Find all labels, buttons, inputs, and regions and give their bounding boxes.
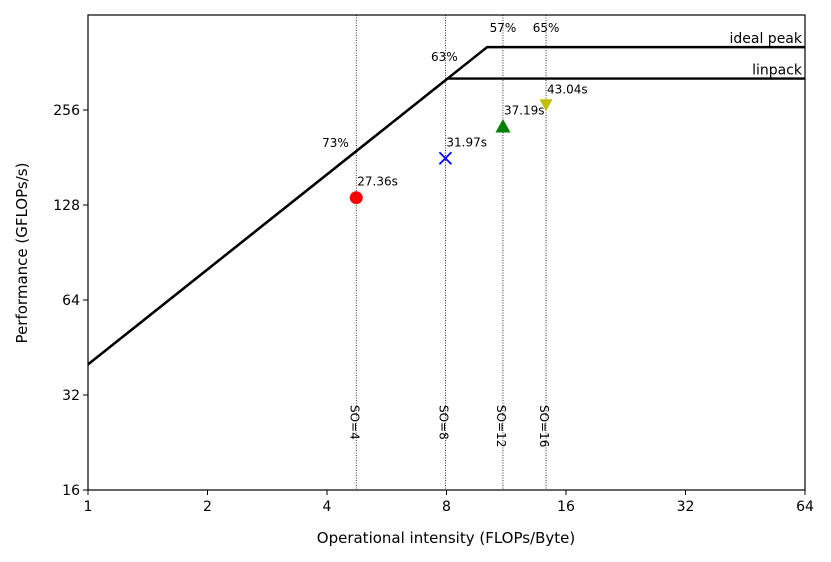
data-point-2 [438, 151, 453, 165]
x-tick-label-3: 4 [323, 499, 332, 515]
roofline-1 [88, 45, 805, 366]
so-label-2: SO=8 [437, 405, 451, 440]
data-point-label-4: 43.04s [547, 82, 588, 96]
so-label-3: SO=12 [494, 405, 508, 447]
percent-annotation-4: 65% [533, 21, 560, 35]
data-point-3 [495, 118, 511, 133]
roofline-label-2: linpack [752, 63, 803, 79]
percent-annotation-1: 73% [322, 136, 349, 150]
roofline-label-1: ideal peak [730, 31, 803, 47]
y-tick-label-2: 32 [62, 388, 80, 404]
roofline-2 [88, 77, 805, 366]
y-tick-label-1: 16 [62, 483, 80, 499]
percent-annotation-2: 63% [431, 50, 458, 64]
y-tick-label-3: 64 [62, 293, 80, 309]
y-tick-label-5: 256 [53, 103, 80, 119]
y-axis-label: Performance (GFLOPs/s) [13, 163, 31, 344]
y-tick-label-4: 128 [53, 198, 80, 214]
data-point-1 [349, 191, 363, 205]
x-tick-label-6: 32 [677, 499, 695, 515]
data-point-4 [539, 99, 553, 112]
x-tick-label-5: 16 [557, 499, 575, 515]
data-point-label-2: 31.97s [446, 135, 487, 149]
data-point-label-3: 37.19s [504, 103, 545, 117]
data-point-label-1: 27.36s [357, 175, 398, 189]
x-axis-label: Operational intensity (FLOPs/Byte) [317, 529, 575, 547]
x-tick-label-7: 64 [796, 499, 814, 515]
x-tick-label-2: 2 [203, 499, 212, 515]
so-label-1: SO=4 [347, 405, 361, 440]
percent-annotation-3: 57% [490, 21, 517, 35]
x-tick-label-1: 1 [84, 499, 93, 515]
so-label-4: SO=16 [537, 405, 551, 447]
x-tick-label-4: 8 [442, 499, 451, 515]
